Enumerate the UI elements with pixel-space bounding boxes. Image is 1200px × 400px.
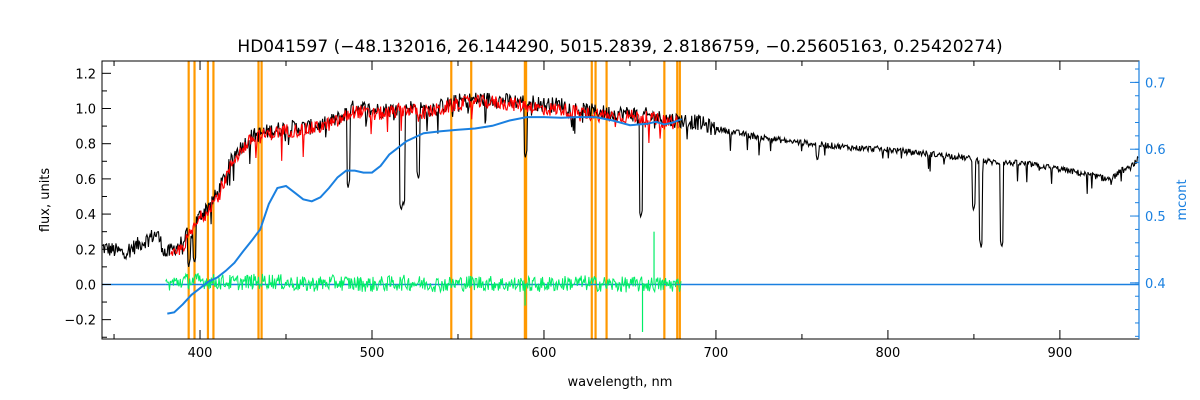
y-tick-label: 1.2 bbox=[75, 67, 96, 82]
y2-tick-label: 0.7 bbox=[1145, 76, 1166, 91]
x-tick-label: 700 bbox=[704, 346, 729, 361]
y-tick-label: 0.0 bbox=[75, 278, 96, 293]
x-tick-label: 900 bbox=[1047, 346, 1072, 361]
x-axis-label: wavelength, nm bbox=[568, 375, 673, 390]
x-tick-label: 400 bbox=[188, 346, 213, 361]
y-tick-label: 0.2 bbox=[75, 243, 96, 258]
x-tick-label: 500 bbox=[360, 346, 385, 361]
continuum-line bbox=[167, 116, 682, 315]
tick-layer: 400 500 600 700 800 900 −0.2 0.0 0.2 0.4 0.6 0.8 1.0… bbox=[64, 61, 1166, 361]
y2-tick-label: 0.4 bbox=[1145, 277, 1166, 292]
y-tick-label: 1.0 bbox=[75, 103, 96, 118]
residual-line bbox=[165, 272, 682, 294]
series-layer bbox=[101, 92, 1139, 332]
y-tick-label: 0.6 bbox=[75, 173, 96, 188]
mask-line-layer bbox=[187, 61, 681, 339]
observed-spectrum-line bbox=[101, 92, 1139, 268]
y2-tick-label: 0.6 bbox=[1145, 143, 1166, 158]
y-axis-label: flux, units bbox=[38, 168, 53, 233]
right-axis-label: mcont bbox=[1175, 179, 1190, 220]
y-tick-label: −0.2 bbox=[64, 314, 96, 329]
y-tick-label: 0.8 bbox=[75, 138, 96, 153]
chart-title: HD041597 (−48.132016, 26.144290, 5015.28… bbox=[237, 37, 1002, 57]
y2-tick-label: 0.5 bbox=[1145, 210, 1166, 225]
x-tick-label: 600 bbox=[532, 346, 557, 361]
y-tick-label: 0.4 bbox=[75, 208, 96, 223]
axes-frame bbox=[101, 60, 1140, 340]
x-tick-label: 800 bbox=[876, 346, 901, 361]
